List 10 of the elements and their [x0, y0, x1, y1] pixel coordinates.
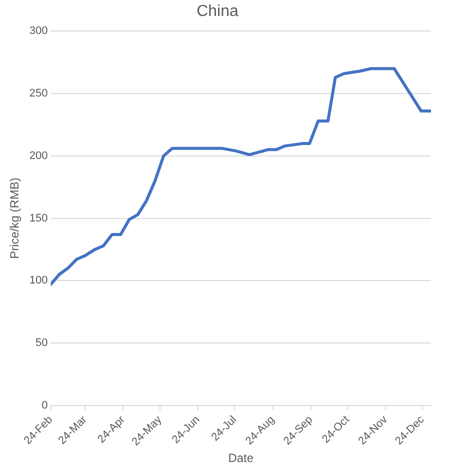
y-tick-label: 300 — [29, 25, 48, 38]
y-axis-title: Price/kg (RMB) — [8, 178, 22, 259]
y-tick-label: 50 — [36, 337, 48, 350]
x-axis-title: Date — [228, 451, 254, 466]
chart-title: China — [196, 3, 238, 20]
y-tick-label: 250 — [29, 88, 48, 100]
y-tick-label: 150 — [29, 212, 48, 224]
y-tick-label: 100 — [29, 274, 48, 287]
y-tick-label: 0 — [42, 399, 48, 412]
y-tick-label: 200 — [29, 150, 48, 162]
